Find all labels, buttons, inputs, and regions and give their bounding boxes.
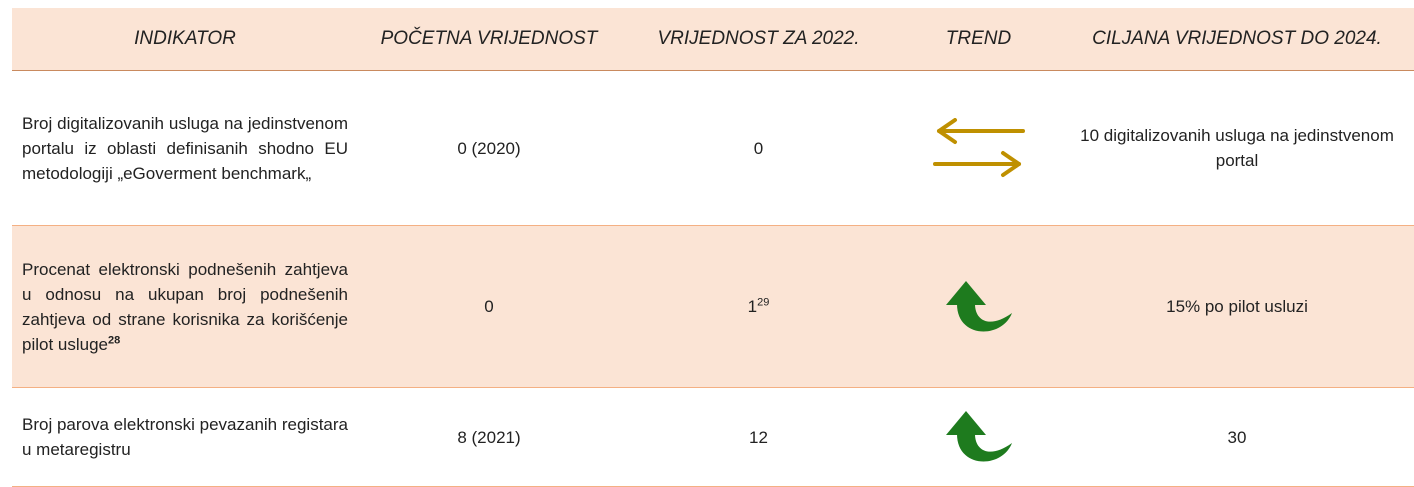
target: 10 digitalizovanih usluga na jedinstveno… [1060,70,1414,226]
indicator: Procenat elektronski podnešenih zahtjeva… [12,225,358,388]
header-row: INDIKATOR POČETNA VRIJEDNOST VRIJEDNOST … [12,8,1414,71]
start-value: 8 (2021) [358,387,620,487]
trend-up-icon [945,280,1012,331]
indicator: Broj digitalizovanih usluga na jedinstve… [12,70,358,226]
footnote-ref: 29 [757,296,770,309]
indicator: Broj parova elektronski pevazanih regist… [12,387,358,487]
trend-sideways-icon [932,118,1025,177]
header-cell: INDIKATOR [12,8,358,71]
value-2022: 12 [620,387,897,487]
row: Broj parova elektronski pevazanih regist… [12,387,1414,487]
header-cell: CILJANA VRIJEDNOST DO 2024. [1060,8,1414,71]
value-2022: 129 [620,225,897,388]
target: 15% po pilot usluzi [1060,225,1414,388]
header-cell: VRIJEDNOST ZA 2022. [620,8,897,71]
target: 30 [1060,387,1414,487]
trend [897,387,1060,487]
header-cell: TREND [897,8,1060,71]
value-2022: 0 [620,70,897,226]
indicator-text: Broj digitalizovanih usluga na jedinstve… [22,113,348,183]
trend [897,225,1060,388]
header-cell: POČETNA VRIJEDNOST [358,8,620,71]
value-text: 1 [747,297,758,316]
row: Procenat elektronski podnešenih zahtjeva… [12,225,1414,388]
indicator-text: Broj parova elektronski pevazanih regist… [22,415,349,459]
indicator-text: Procenat elektronski podnešenih zahtjeva… [22,259,348,354]
start-value: 0 (2020) [358,70,620,226]
trend [897,70,1060,226]
indicator-table: INDIKATOR POČETNA VRIJEDNOST VRIJEDNOST … [12,8,1414,487]
footnote-ref: 28 [108,333,121,346]
start-value: 0 [358,225,620,388]
row: Broj digitalizovanih usluga na jedinstve… [12,70,1414,226]
trend-up-icon [945,411,1012,462]
